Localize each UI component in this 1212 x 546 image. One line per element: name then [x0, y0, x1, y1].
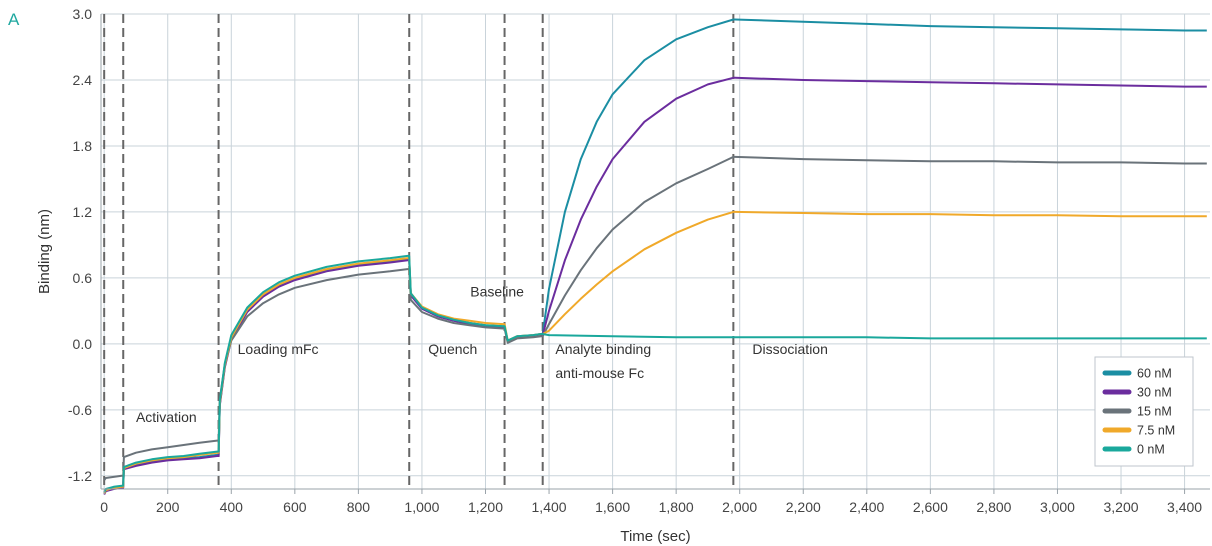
- legend-label: 15 nM: [1137, 405, 1172, 419]
- x-tick-label: 3,000: [1040, 499, 1075, 515]
- annotation-analyte1: Analyte binding: [555, 341, 651, 357]
- annotation-baseline: Baseline: [470, 284, 524, 300]
- series-line: [103, 254, 1207, 493]
- x-axis-title: Time (sec): [620, 528, 690, 545]
- x-tick-label: 800: [347, 499, 371, 515]
- x-tick-label: 0: [100, 499, 108, 515]
- axes: 0 200 400 600 800 1,000 1,200 1,400 1,600 1,800 2,…: [68, 6, 1210, 515]
- y-axis-title: Binding (nm): [36, 209, 53, 294]
- legend-label: 7.5 nM: [1137, 424, 1175, 438]
- x-tick-label: 2,200: [786, 499, 821, 515]
- series-line: [103, 210, 1207, 494]
- grid: [101, 13, 1210, 489]
- x-tick-label: 3,200: [1104, 499, 1139, 515]
- series-line: [103, 76, 1207, 495]
- x-tick-label: 1,400: [532, 499, 567, 515]
- x-tick-label: 1,600: [595, 499, 630, 515]
- x-tick-label: 2,400: [849, 499, 884, 515]
- y-tick-label: 3.0: [73, 6, 93, 22]
- x-tick-label: 2,800: [976, 499, 1011, 515]
- y-tick-label: -1.2: [68, 468, 92, 484]
- y-tick-label: 0.6: [73, 270, 93, 286]
- x-tick-label: 1,200: [468, 499, 503, 515]
- y-tick-label: 0.0: [73, 336, 93, 352]
- x-tick-label: 400: [220, 499, 244, 515]
- annotation-quench: Quench: [428, 341, 477, 357]
- legend-label: 30 nM: [1137, 386, 1172, 400]
- series-lines: [103, 18, 1207, 495]
- y-tick-label: 1.2: [73, 204, 93, 220]
- series-line: [103, 18, 1207, 494]
- x-tick-label: 2,000: [722, 499, 757, 515]
- x-tick-label: 2,600: [913, 499, 948, 515]
- y-tick-label: 1.8: [73, 138, 93, 154]
- legend-label: 0 nM: [1137, 443, 1165, 457]
- annotation-dissociation: Dissociation: [752, 341, 827, 357]
- annotation-analyte2: anti-mouse Fc: [555, 365, 644, 381]
- x-tick-label: 3,400: [1167, 499, 1202, 515]
- step-annotations: Activation Loading mFc Quench Baseline Analy…: [136, 284, 828, 425]
- x-tick-label: 1,000: [404, 499, 439, 515]
- y-tick-label: 2.4: [73, 72, 93, 88]
- series-line: [103, 155, 1207, 481]
- legend: 60 nM 30 nM 15 nM 7.5 nM 0 nM: [1094, 356, 1194, 467]
- panel-label: A: [8, 10, 20, 29]
- annotation-activation: Activation: [136, 409, 197, 425]
- legend-label: 60 nM: [1137, 367, 1172, 381]
- y-tick-label: -0.6: [68, 402, 92, 418]
- x-tick-label: 1,800: [659, 499, 694, 515]
- x-tick-label: 600: [283, 499, 307, 515]
- x-tick-label: 200: [156, 499, 180, 515]
- step-dividers: [103, 14, 735, 489]
- annotation-loading: Loading mFc: [238, 341, 319, 357]
